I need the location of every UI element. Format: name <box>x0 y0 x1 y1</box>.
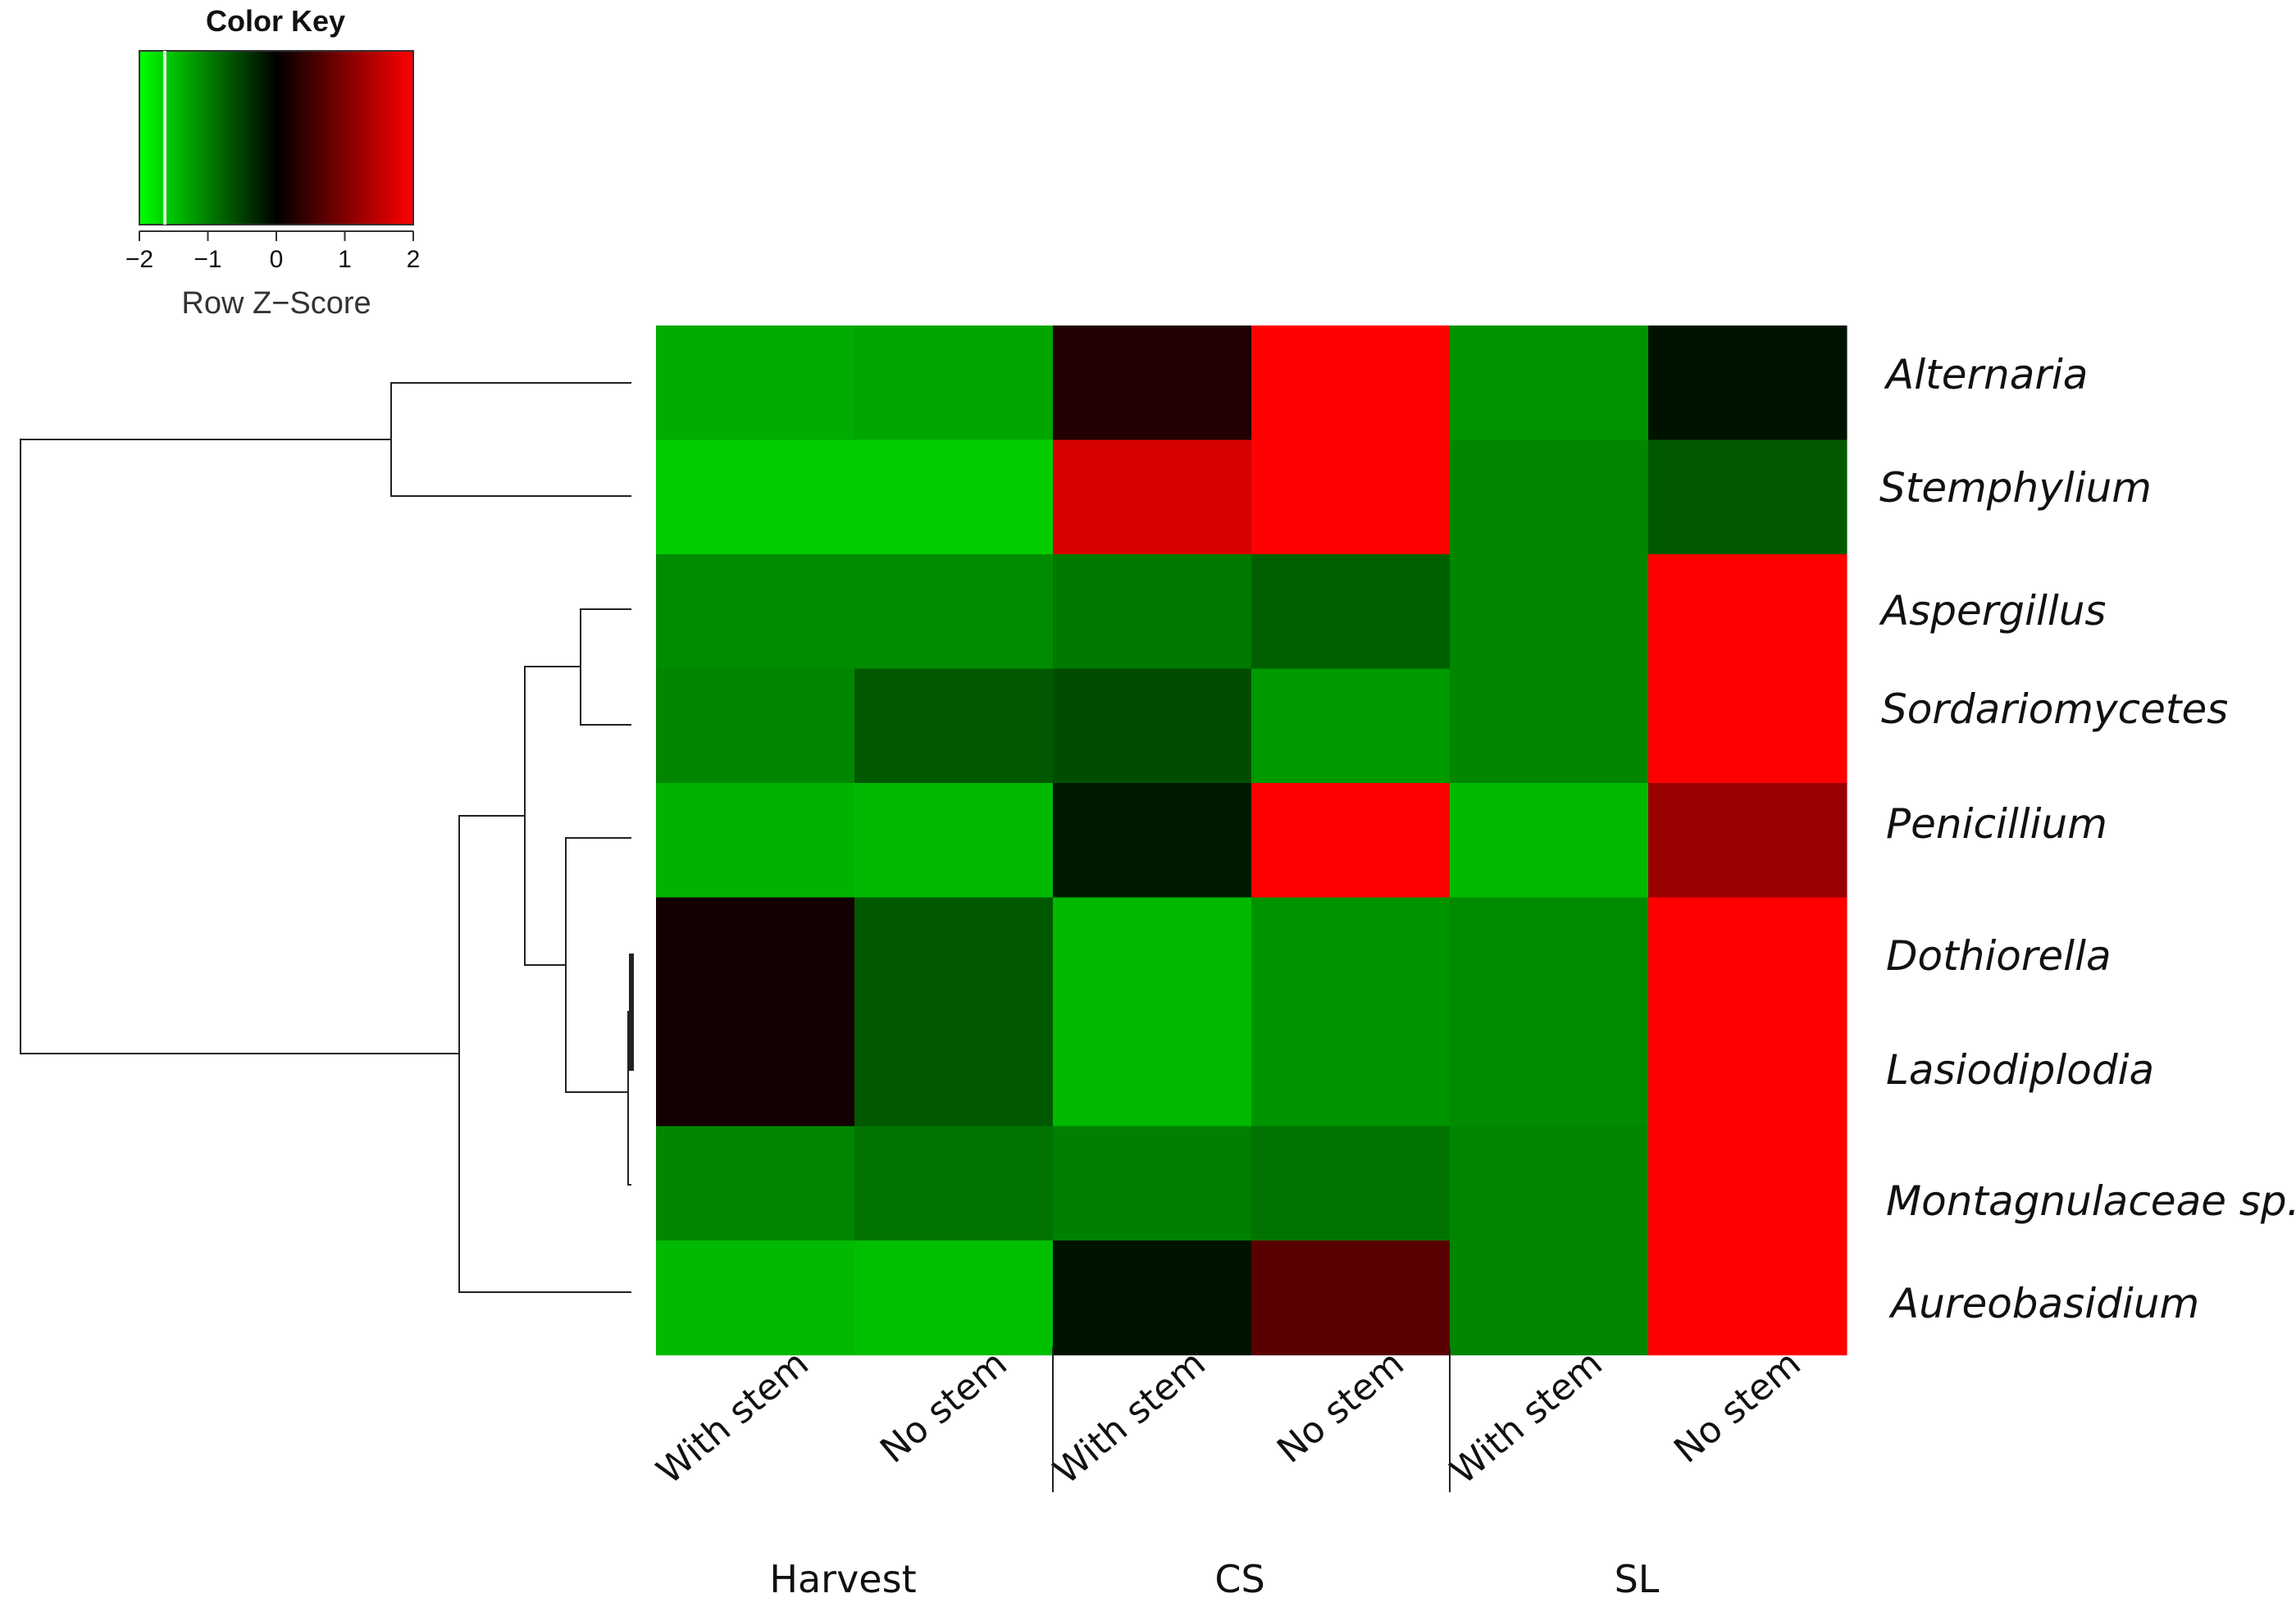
dendrogram-branch <box>580 608 631 726</box>
color-key-title: Color Key <box>206 4 345 38</box>
color-key-gradient <box>139 50 414 225</box>
heatmap-cell <box>1450 668 1649 784</box>
heatmap-cell <box>854 1126 1054 1241</box>
heatmap-cell <box>656 1241 855 1356</box>
group-label: CS <box>1214 1557 1264 1601</box>
heatmap-cell <box>1053 1241 1252 1356</box>
heatmap-cell <box>1648 1241 1847 1356</box>
row-labels: Alternaria Stemphylium Aspergillus Sordario… <box>1879 351 2296 1327</box>
heatmap-cell <box>1450 439 1649 555</box>
heatmap-cell <box>1648 1012 1847 1127</box>
heatmap-cell <box>1053 1126 1252 1241</box>
column-label: With stem <box>1442 1342 1610 1492</box>
heatmap-cell <box>1053 897 1252 1013</box>
heatmap-cell <box>1251 1241 1451 1356</box>
heatmap-cell <box>854 325 1054 441</box>
heatmap-cell <box>854 554 1054 670</box>
heatmap-cell <box>1648 897 1847 1013</box>
color-key-axis-label: Row Z−Score <box>181 286 371 321</box>
color-key-tick-label: −1 <box>194 246 221 273</box>
heatmap-cell <box>656 783 855 899</box>
row-label: Sordariomycetes <box>1881 685 2228 733</box>
heatmap-cell <box>1251 1126 1451 1241</box>
heatmap-cell <box>1648 783 1847 899</box>
heatmap-cell <box>1251 325 1451 441</box>
heatmap-cell <box>1450 897 1649 1013</box>
heatmap-cell <box>1648 1126 1847 1241</box>
row-label: Lasiodiplodia <box>1886 1046 2154 1094</box>
dendrogram-branch <box>20 439 459 1054</box>
heatmap-cell <box>1251 554 1451 670</box>
column-labels: With stem No stem With stem No stem With ste… <box>649 1342 1808 1492</box>
group-label: SL <box>1615 1557 1660 1601</box>
heatmap-cell <box>656 554 855 670</box>
heatmap-cell <box>1450 554 1649 670</box>
column-label: No stem <box>1666 1342 1809 1471</box>
heatmap-cell <box>854 1241 1054 1356</box>
heatmap-cell <box>1648 668 1847 784</box>
heatmap-cell <box>1053 439 1252 555</box>
heatmap-cell <box>854 439 1054 555</box>
heatmap-cell <box>1450 1126 1649 1241</box>
row-label: Dothiorella <box>1886 932 2112 980</box>
column-label: With stem <box>649 1342 816 1492</box>
row-label: Stemphylium <box>1879 464 2152 512</box>
color-key: Color Key −2 −1 0 1 2 Row Z−Score <box>125 4 420 321</box>
heatmap-cell <box>1251 668 1451 784</box>
row-label: Aureobasidium <box>1888 1280 2199 1327</box>
heatmap-cell <box>1053 554 1252 670</box>
row-label: Alternaria <box>1884 351 2088 398</box>
heatmap-cell <box>1053 783 1252 899</box>
row-dendrogram <box>20 382 634 1293</box>
color-key-tick-label: 2 <box>407 246 421 273</box>
heatmap-cell <box>1053 1012 1252 1127</box>
heatmap-cell <box>656 1126 855 1241</box>
dendrogram-branch <box>390 382 631 497</box>
heatmap-cell <box>656 1012 855 1127</box>
color-key-tick-label: 0 <box>270 246 284 273</box>
color-key-tick-label: −2 <box>125 246 153 273</box>
heatmap-cell <box>656 668 855 784</box>
row-label: Penicillium <box>1886 800 2107 848</box>
heatmap-cell <box>1648 439 1847 555</box>
color-key-ticks: −2 −1 0 1 2 <box>125 231 420 273</box>
row-label: Montagnulaceae sp. <box>1886 1177 2296 1225</box>
heatmap-cell <box>854 668 1054 784</box>
row-label: Aspergillus <box>1879 587 2106 635</box>
heatmap-cell <box>1251 1012 1451 1127</box>
dendrogram-branch <box>524 666 581 966</box>
heatmap-cells <box>656 325 1847 1356</box>
heatmap-cell <box>1251 439 1451 555</box>
heatmap-cell <box>656 439 855 555</box>
heatmap-cell <box>656 325 855 441</box>
heatmap-cell <box>854 897 1054 1013</box>
heatmap-cell <box>1251 783 1451 899</box>
heatmap-cell <box>1450 325 1649 441</box>
heatmap-cell <box>1053 668 1252 784</box>
heatmap-cell <box>1251 897 1451 1013</box>
heatmap-cell <box>854 1012 1054 1127</box>
column-label: With stem <box>1046 1342 1213 1492</box>
color-key-tick-label: 1 <box>338 246 352 273</box>
dendrogram-branch <box>627 1011 631 1186</box>
dendrogram-branch <box>565 837 631 1093</box>
heatmap-cell <box>1648 325 1847 441</box>
group-label: Harvest <box>769 1557 916 1601</box>
column-label: No stem <box>872 1342 1015 1471</box>
heatmap-cell <box>1053 325 1252 441</box>
column-groups: Harvest CS SL <box>769 1347 1660 1601</box>
heatmap-cell <box>1648 554 1847 670</box>
heatmap-cell <box>656 897 855 1013</box>
heatmap-cell <box>1450 1012 1649 1127</box>
heatmap-cell <box>854 783 1054 899</box>
dendrogram-branch <box>458 815 631 1293</box>
heatmap-cell <box>1450 1241 1649 1356</box>
heatmap-cell <box>1450 783 1649 899</box>
column-label: No stem <box>1269 1342 1412 1471</box>
